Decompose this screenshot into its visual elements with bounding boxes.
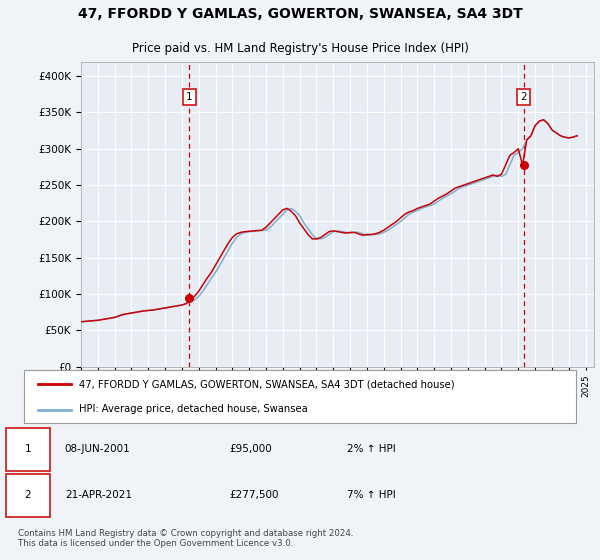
- Text: 47, FFORDD Y GAMLAS, GOWERTON, SWANSEA, SA4 3DT (detached house): 47, FFORDD Y GAMLAS, GOWERTON, SWANSEA, …: [79, 380, 455, 390]
- Text: 08-JUN-2001: 08-JUN-2001: [65, 444, 131, 454]
- Text: 2: 2: [25, 490, 31, 500]
- Text: 7% ↑ HPI: 7% ↑ HPI: [347, 490, 396, 500]
- Text: 47, FFORDD Y GAMLAS, GOWERTON, SWANSEA, SA4 3DT: 47, FFORDD Y GAMLAS, GOWERTON, SWANSEA, …: [77, 7, 523, 21]
- Text: HPI: Average price, detached house, Swansea: HPI: Average price, detached house, Swan…: [79, 404, 308, 414]
- Text: 1: 1: [25, 444, 31, 454]
- Text: £277,500: £277,500: [229, 490, 279, 500]
- FancyBboxPatch shape: [6, 474, 50, 517]
- Text: Price paid vs. HM Land Registry's House Price Index (HPI): Price paid vs. HM Land Registry's House …: [131, 41, 469, 54]
- Text: 21-APR-2021: 21-APR-2021: [65, 490, 132, 500]
- FancyBboxPatch shape: [24, 370, 576, 423]
- Text: Contains HM Land Registry data © Crown copyright and database right 2024.
This d: Contains HM Land Registry data © Crown c…: [18, 529, 353, 548]
- Text: £95,000: £95,000: [229, 444, 272, 454]
- Text: 2% ↑ HPI: 2% ↑ HPI: [347, 444, 396, 454]
- FancyBboxPatch shape: [6, 428, 50, 470]
- Text: 2: 2: [520, 92, 527, 102]
- Text: 1: 1: [186, 92, 193, 102]
